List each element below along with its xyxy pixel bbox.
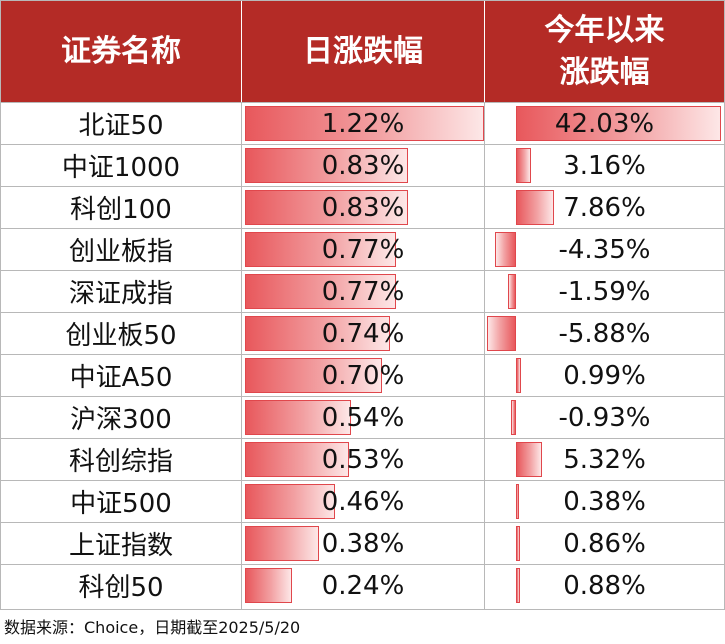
daily-change-bar: [245, 442, 349, 477]
daily-change-bar: [245, 274, 396, 309]
security-name: 创业板50: [65, 321, 177, 351]
table-row: 中证A50 0.70% 0.99%: [1, 354, 724, 396]
ytd-change-bar: [516, 484, 519, 519]
table-row: 中证500 0.46% 0.38%: [1, 480, 724, 522]
ytd-change-bar: [508, 274, 516, 309]
table-row: 深证成指 0.77% -1.59%: [1, 270, 724, 312]
ytd-change-value: -4.35%: [558, 234, 651, 265]
daily-change-value: 0.46%: [321, 486, 405, 517]
ytd-change-bar: [516, 568, 521, 603]
ytd-change-value: 7.86%: [563, 192, 646, 223]
ytd-change-bar: [487, 316, 516, 351]
header-divider: [241, 1, 242, 102]
table-header: 证券名称 日涨跌幅 今年以来 涨跌幅: [1, 1, 724, 102]
daily-change-value: 0.70%: [321, 360, 405, 391]
table-row: 创业板指 0.77% -4.35%: [1, 228, 724, 270]
security-name: 科创50: [78, 573, 164, 603]
index-performance-table: 证券名称 日涨跌幅 今年以来 涨跌幅 北证50 1.22% 42.03% 中证1000…: [0, 0, 725, 610]
daily-change-bar: [245, 526, 320, 561]
daily-change-value: 0.77%: [321, 234, 405, 265]
ytd-change-bar: [494, 232, 516, 267]
ytd-change-value: 42.03%: [554, 108, 655, 139]
table-row: 北证50 1.22% 42.03%: [1, 102, 724, 144]
security-name: 创业板指: [68, 237, 173, 267]
security-name: 北证50: [78, 111, 164, 141]
daily-change-bar: [245, 400, 351, 435]
table-row: 创业板50 0.74% -5.88%: [1, 312, 724, 354]
daily-change-bar: [245, 148, 408, 183]
table-row: 科创100 0.83% 7.86%: [1, 186, 724, 228]
daily-change-value: 0.54%: [321, 402, 405, 433]
security-name: 中证A50: [69, 363, 173, 393]
ytd-change-bar: [516, 442, 542, 477]
ytd-change-value: 3.16%: [563, 150, 646, 181]
header-ytd-line2: 涨跌幅: [559, 54, 650, 90]
daily-change-value: 0.83%: [321, 150, 405, 181]
daily-change-value: 0.38%: [321, 528, 405, 559]
daily-change-bar: [245, 106, 484, 141]
header-daily-change: 日涨跌幅: [303, 33, 423, 69]
security-name: 中证1000: [61, 153, 181, 183]
daily-change-bar: [245, 568, 293, 603]
daily-change-bar: [245, 484, 336, 519]
daily-change-value: 0.53%: [321, 444, 405, 475]
daily-change-bar: [245, 316, 390, 351]
daily-change-value: 0.77%: [321, 276, 405, 307]
daily-change-value: 0.83%: [321, 192, 405, 223]
security-name: 沪深300: [70, 405, 172, 435]
ytd-change-bar: [516, 358, 521, 393]
table-row: 上证指数 0.38% 0.86%: [1, 522, 724, 564]
header-divider: [484, 1, 485, 102]
ytd-change-bar: [516, 526, 521, 561]
daily-change-value: 1.22%: [321, 108, 405, 139]
daily-change-value: 0.24%: [321, 570, 405, 601]
ytd-change-value: 0.38%: [563, 486, 646, 517]
ytd-change-value: 5.32%: [563, 444, 646, 475]
security-name: 深证成指: [68, 279, 173, 309]
daily-change-bar: [245, 358, 383, 393]
ytd-change-value: 0.88%: [563, 570, 646, 601]
ytd-change-value: -5.88%: [558, 318, 651, 349]
table-row: 中证1000 0.83% 3.16%: [1, 144, 724, 186]
source-footnote: 数据来源：Choice，日期截至2025/5/20: [4, 618, 301, 637]
column-divider: [484, 102, 485, 610]
security-name: 科创综指: [68, 447, 173, 477]
daily-change-bar: [245, 190, 408, 225]
table-row: 科创综指 0.53% 5.32%: [1, 438, 724, 480]
security-name: 上证指数: [68, 531, 173, 561]
header-security-name: 证券名称: [61, 33, 181, 69]
ytd-change-bar: [516, 106, 721, 141]
ytd-change-bar: [516, 148, 532, 183]
security-name: 科创100: [70, 195, 172, 225]
daily-change-bar: [245, 232, 396, 267]
header-ytd-change: 今年以来 涨跌幅: [485, 1, 724, 102]
daily-change-value: 0.74%: [321, 318, 405, 349]
security-name: 中证500: [70, 489, 172, 519]
ytd-change-bar: [511, 400, 516, 435]
ytd-change-value: -1.59%: [558, 276, 651, 307]
column-divider: [241, 102, 242, 610]
ytd-change-value: -0.93%: [558, 402, 651, 433]
table-row: 沪深300 0.54% -0.93%: [1, 396, 724, 438]
ytd-change-bar: [516, 190, 555, 225]
header-ytd-line1: 今年以来: [544, 12, 665, 48]
ytd-change-value: 0.86%: [563, 528, 646, 559]
ytd-change-value: 0.99%: [563, 360, 646, 391]
table-row: 科创50 0.24% 0.88%: [1, 564, 724, 606]
